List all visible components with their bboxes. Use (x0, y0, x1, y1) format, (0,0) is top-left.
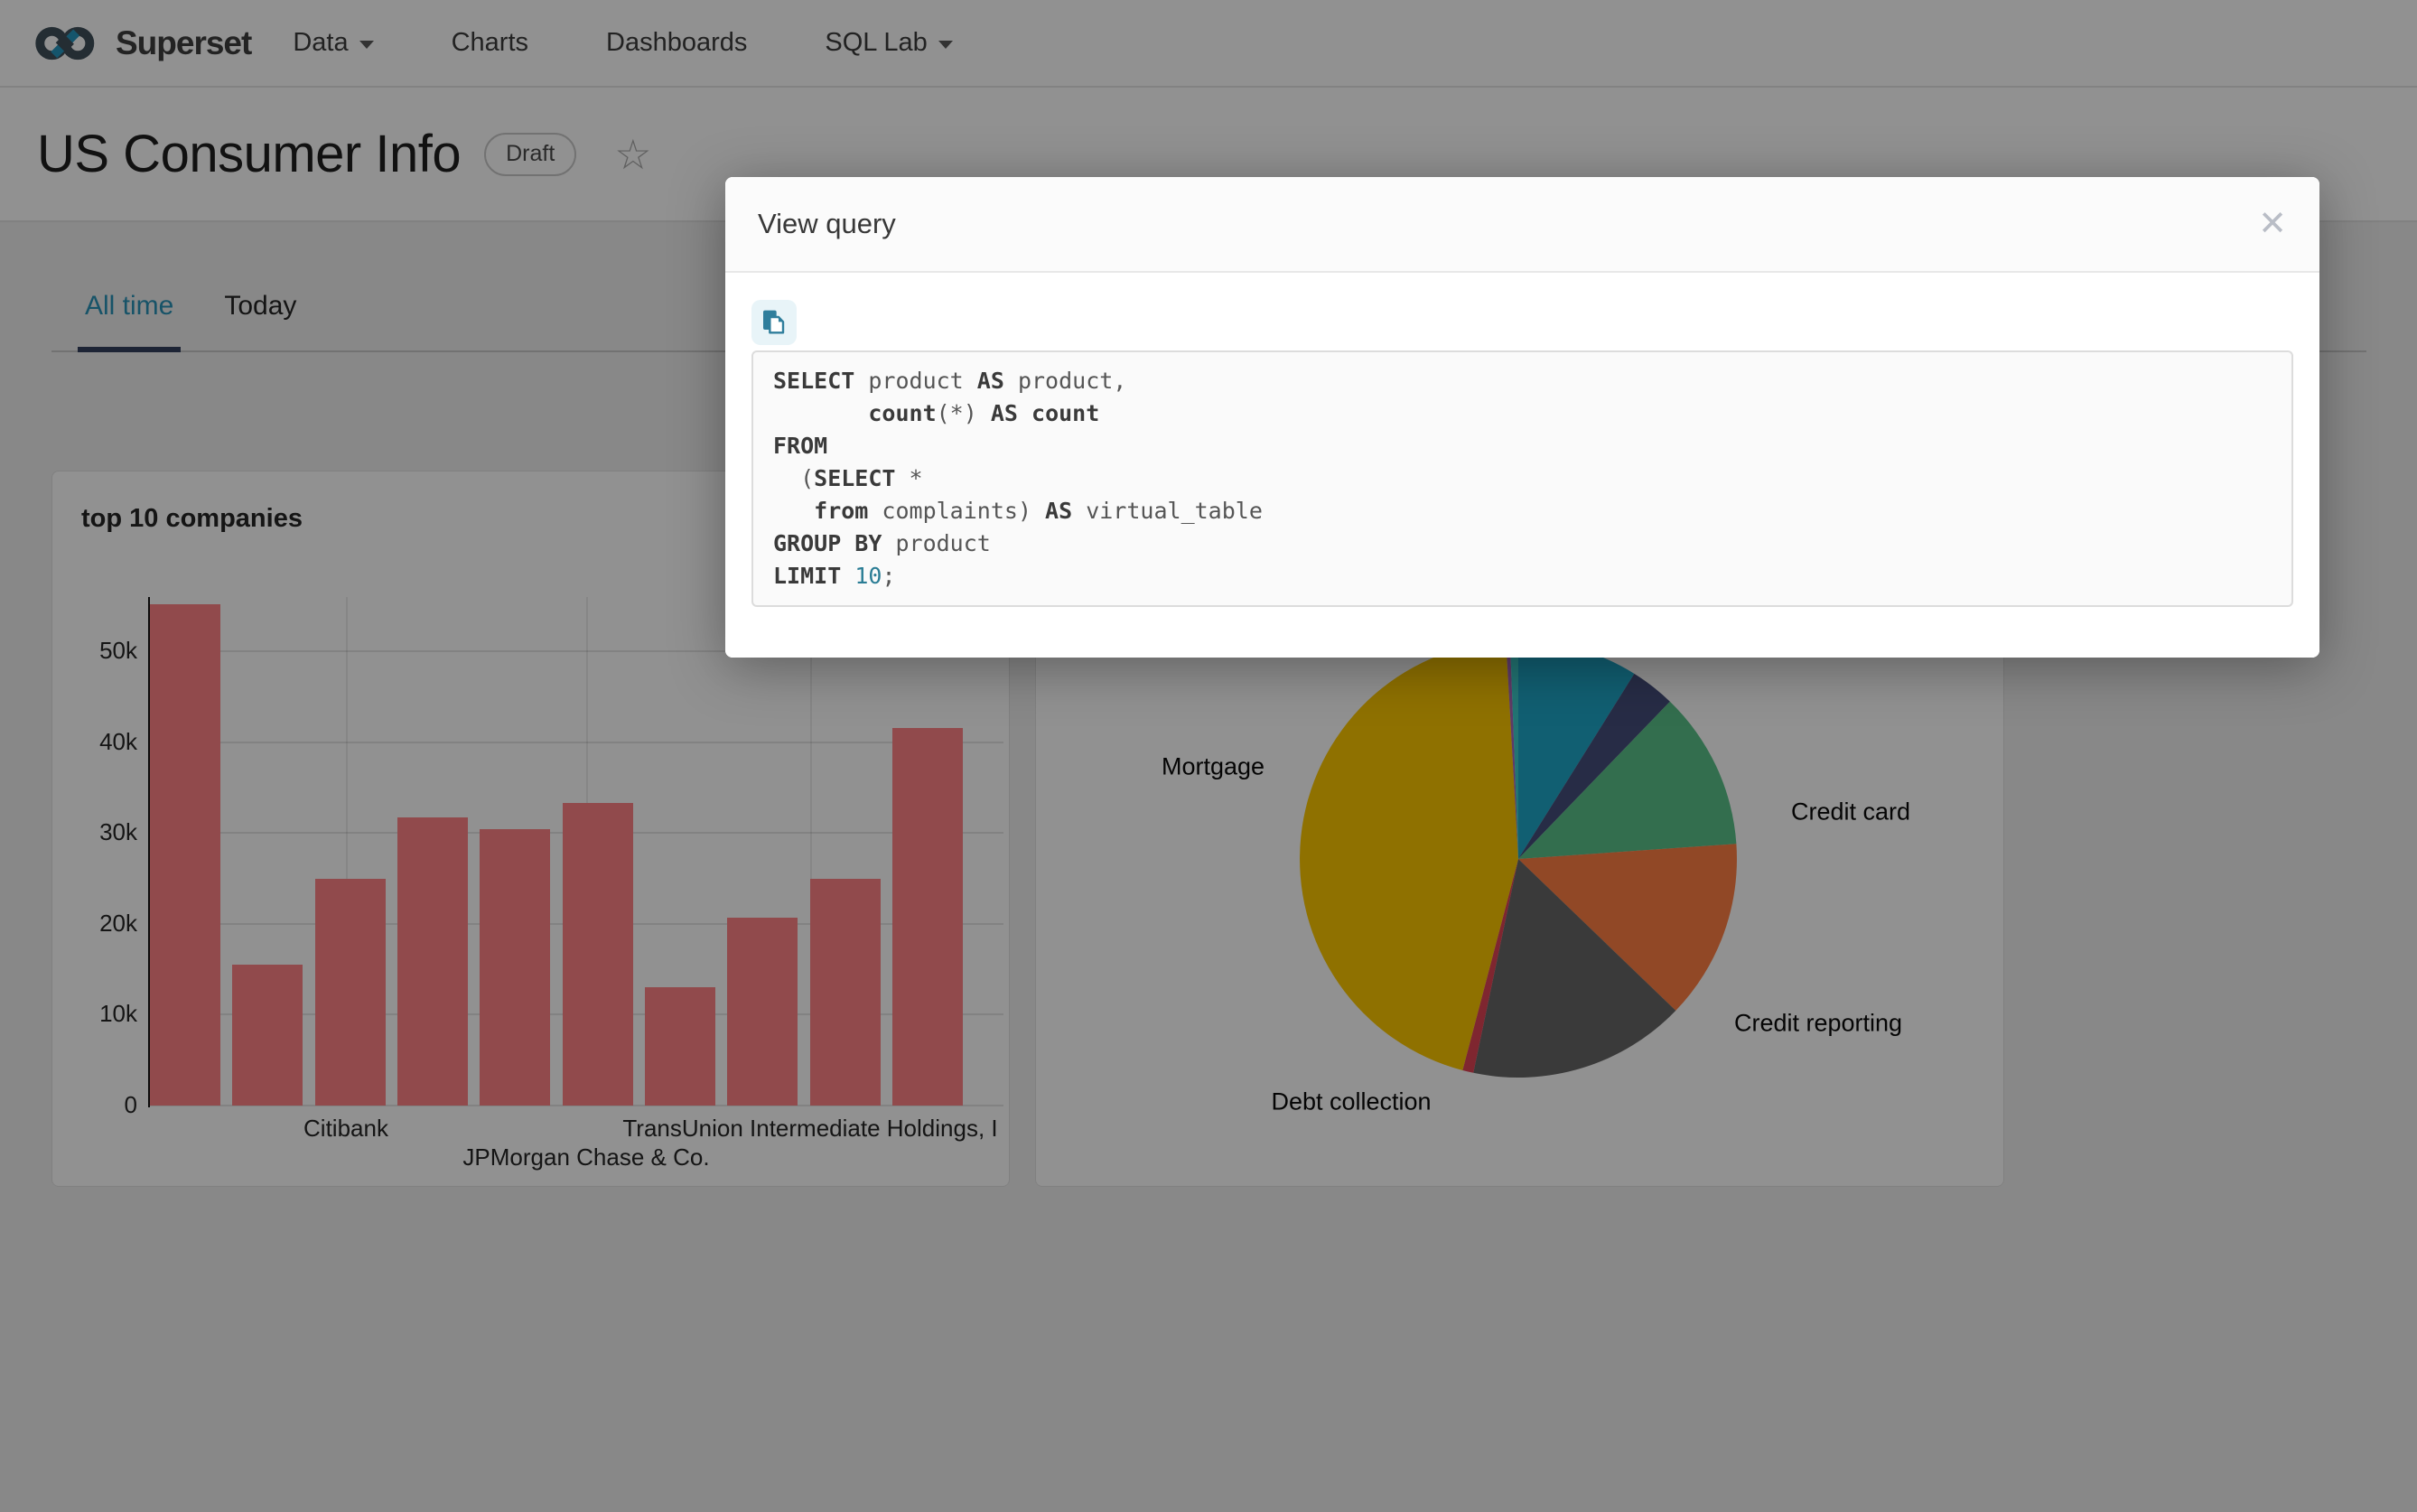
status-badge: Draft (484, 132, 577, 176)
copy-button[interactable] (751, 300, 797, 345)
bar[interactable] (727, 918, 798, 1106)
y-tick-label: 50k (99, 637, 137, 665)
chart-card-top10-companies: top 10 companies 0 10k 20k 30k 40k 50k Citiba… (51, 471, 1010, 1187)
sql-query-code: SELECT product AS product, count(*) AS c… (751, 350, 2293, 607)
x-tick-label: Citibank (303, 1115, 388, 1142)
pie-label-debt-collection: Debt collection (1271, 1087, 1432, 1115)
gridline-vertical (346, 597, 348, 1106)
nav-items: Data Charts Dashboards SQL Lab (293, 28, 953, 58)
pie-slice-mortgage[interactable] (1300, 640, 1518, 1070)
nav-item-label: Charts (451, 28, 529, 57)
gridline-vertical (810, 597, 812, 1106)
nav-item-charts[interactable]: Charts (452, 28, 528, 58)
tab-today[interactable]: Today (224, 285, 296, 350)
bar[interactable] (562, 803, 633, 1106)
close-icon[interactable]: ✕ (2258, 205, 2287, 243)
pie-slice[interactable] (1462, 859, 1518, 1073)
bar[interactable] (397, 817, 468, 1106)
nav-item-label: Data (293, 28, 349, 57)
y-tick-label: 0 (124, 1091, 137, 1118)
x-tick-label: TransUnion Intermediate Holdings, I (622, 1115, 998, 1142)
x-tick-label: JPMorgan Chase & Co. (462, 1143, 710, 1171)
pie-label-credit-reporting: Credit reporting (1733, 1009, 1903, 1037)
tab-all-time[interactable]: All time (78, 285, 182, 352)
nav-item-sql-lab[interactable]: SQL Lab (825, 28, 953, 58)
tab-label: All time (85, 291, 174, 321)
pie-slice[interactable] (1509, 640, 1518, 859)
bar[interactable] (150, 604, 220, 1106)
modal-header: View query ✕ (725, 177, 2319, 273)
nav-item-label: Dashboards (606, 28, 748, 57)
top-nav: Superset Data Charts Dashboards SQL Lab (0, 0, 2417, 88)
pie-label-credit-card: Credit card (1790, 798, 1911, 826)
gridline (150, 1105, 1003, 1106)
modal-body: SELECT product AS product, count(*) AS c… (725, 273, 2319, 658)
nav-item-label: SQL Lab (825, 28, 928, 57)
bar[interactable] (891, 728, 963, 1106)
pie-slice[interactable] (1506, 640, 1518, 859)
pie-slice-credit-card[interactable] (1518, 701, 1737, 859)
y-tick-label: 40k (99, 727, 137, 755)
infinity-logo-icon (35, 26, 95, 60)
copy-icon (763, 310, 785, 334)
gridline (150, 650, 1003, 653)
bar[interactable] (232, 965, 303, 1106)
bar-chart-title: top 10 companies (81, 504, 303, 533)
tab-label: Today (224, 291, 297, 321)
bar[interactable] (809, 879, 881, 1106)
gridline (150, 741, 1003, 743)
active-tab-ink (78, 347, 182, 352)
chevron-down-icon (938, 41, 953, 49)
bar[interactable] (314, 879, 386, 1106)
page-title: US Consumer Info (37, 125, 462, 183)
tabs: All time Today (51, 285, 2366, 352)
y-tick-label: 10k (99, 1000, 137, 1028)
superset-logo[interactable]: Superset (33, 23, 252, 63)
pie-slice[interactable] (1518, 640, 1635, 859)
y-tick-label: 20k (99, 909, 137, 937)
bar[interactable] (480, 829, 551, 1106)
modal-title: View query (758, 208, 896, 239)
pie-slice-credit-reporting[interactable] (1518, 844, 1737, 1011)
nav-item-dashboards[interactable]: Dashboards (606, 28, 747, 58)
y-axis-line (148, 597, 150, 1107)
nav-item-data[interactable]: Data (293, 28, 374, 58)
brand-name: Superset (116, 23, 252, 61)
view-query-modal: View query ✕ SELECT product AS product, … (725, 177, 2319, 658)
chevron-down-icon (359, 41, 374, 49)
favorite-star-icon[interactable]: ☆ (614, 130, 652, 178)
y-tick-label: 30k (99, 818, 137, 846)
pie-slice[interactable] (1518, 673, 1670, 859)
pie-chart-plot[interactable] (1300, 640, 1737, 1078)
pie-label-mortgage: Mortgage (1161, 752, 1265, 780)
bar[interactable] (644, 987, 715, 1106)
bar-chart-plot[interactable] (150, 597, 963, 1106)
pie-slice-debt-collection[interactable] (1473, 859, 1676, 1078)
